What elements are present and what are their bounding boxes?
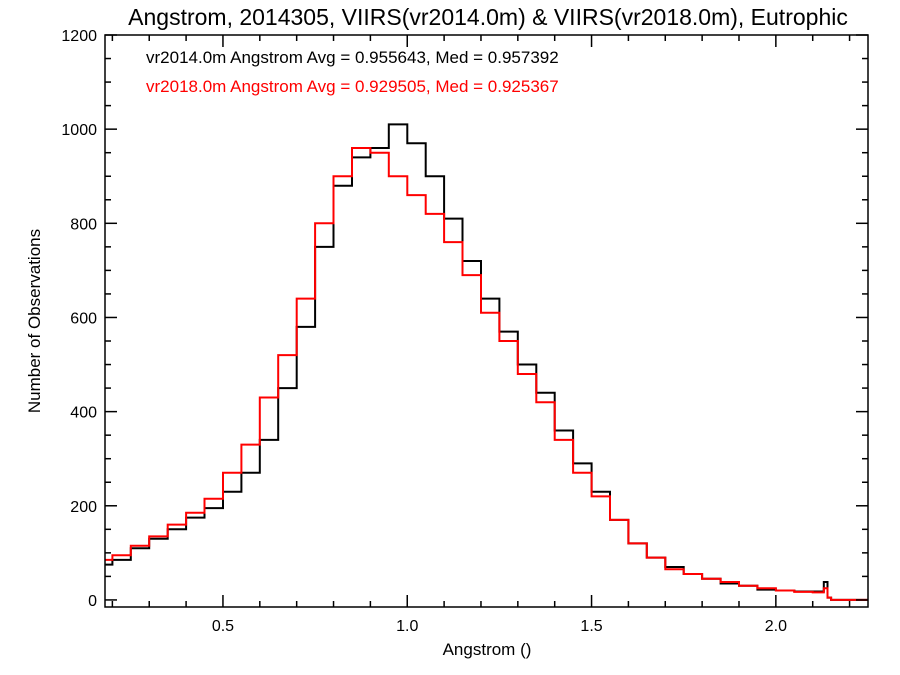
annotation-vr2014: vr2014.0m Angstrom Avg = 0.955643, Med =… [146,48,559,67]
annotation-vr2018: vr2018.0m Angstrom Avg = 0.929505, Med =… [146,77,559,96]
series-layer [105,123,868,601]
y-axis-label: Number of Observations [25,229,44,413]
y-tick-label: 1200 [61,28,97,45]
y-tick-label: 0 [88,593,97,610]
series-vr2018.0m-line [105,147,868,601]
x-tick-label: 1.5 [580,618,602,635]
x-tick-label: 1.0 [396,618,418,635]
y-tick-label: 600 [70,310,97,327]
chart-title: Angstrom, 2014305, VIIRS(vr2014.0m) & VI… [128,4,848,30]
y-tick-label: 400 [70,405,97,422]
x-tick-label: 2.0 [765,618,787,635]
axes-layer: 0.5 1.0 1.5 2.0 0 200 400 600 800 1000 1200 [61,28,869,635]
plot-frame [104,34,869,608]
series-vr2014.0m-line [105,123,868,601]
x-tick-label: 0.5 [212,618,234,635]
y-tick-label: 800 [70,216,97,233]
y-tick-label: 200 [70,499,97,516]
y-tick-label: 1000 [61,122,97,139]
x-axis-label: Angstrom () [443,640,532,659]
